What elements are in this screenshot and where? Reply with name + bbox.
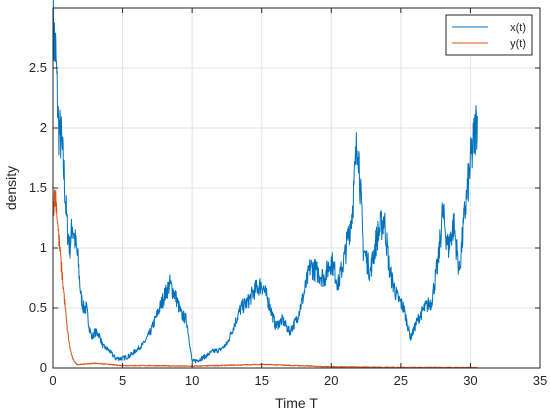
- x-tick-label: 5: [119, 373, 126, 388]
- x-tick-label: 15: [254, 373, 268, 388]
- x-axis-label: Time T: [275, 395, 318, 411]
- y-axis-label: density: [3, 166, 19, 210]
- grid-lines: [53, 8, 540, 368]
- y-tick-label: 2.5: [29, 60, 47, 75]
- y-tick-label: 1: [40, 240, 47, 255]
- series-line: [52, 189, 478, 369]
- series-lines: [52, 0, 478, 369]
- legend: x(t) y(t): [445, 14, 533, 56]
- y-tick-label: 0.5: [29, 300, 47, 315]
- x-tick-label: 20: [324, 373, 338, 388]
- x-tick-label: 0: [49, 373, 56, 388]
- legend-box: [445, 14, 533, 56]
- x-tick-label: 25: [394, 373, 408, 388]
- tick-marks: [52, 8, 541, 369]
- legend-label: y(t): [510, 38, 526, 50]
- series-line: [52, 0, 478, 364]
- x-tick-label: 30: [463, 373, 477, 388]
- y-tick-label: 2: [40, 120, 47, 135]
- x-tick-label: 10: [185, 373, 199, 388]
- y-tick-label: 0: [40, 360, 47, 375]
- legend-label: x(t): [510, 22, 526, 34]
- x-tick-label: 35: [533, 373, 547, 388]
- tick-labels: 0 5 10 15 20 25 30 35 0 0.5 1 1.5 2 2.5: [29, 60, 547, 388]
- y-tick-label: 1.5: [29, 180, 47, 195]
